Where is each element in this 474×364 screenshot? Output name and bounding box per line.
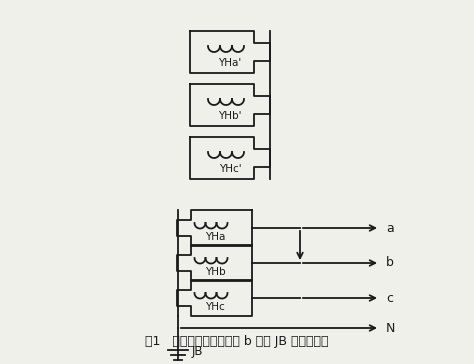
Text: b: b <box>386 257 394 269</box>
Text: JB: JB <box>192 345 203 359</box>
Text: YHc': YHc' <box>219 164 241 174</box>
Text: YHa: YHa <box>205 232 225 242</box>
Text: N: N <box>386 321 395 335</box>
Text: YHa': YHa' <box>219 58 242 68</box>
Text: 图1   电压互感器二次通过 b 相及 JB 接地原理图: 图1 电压互感器二次通过 b 相及 JB 接地原理图 <box>145 335 329 348</box>
Text: YHc: YHc <box>205 302 225 312</box>
Text: c: c <box>386 292 393 305</box>
Text: YHb: YHb <box>205 267 225 277</box>
Text: YHb': YHb' <box>218 111 242 121</box>
Text: a: a <box>386 222 394 234</box>
